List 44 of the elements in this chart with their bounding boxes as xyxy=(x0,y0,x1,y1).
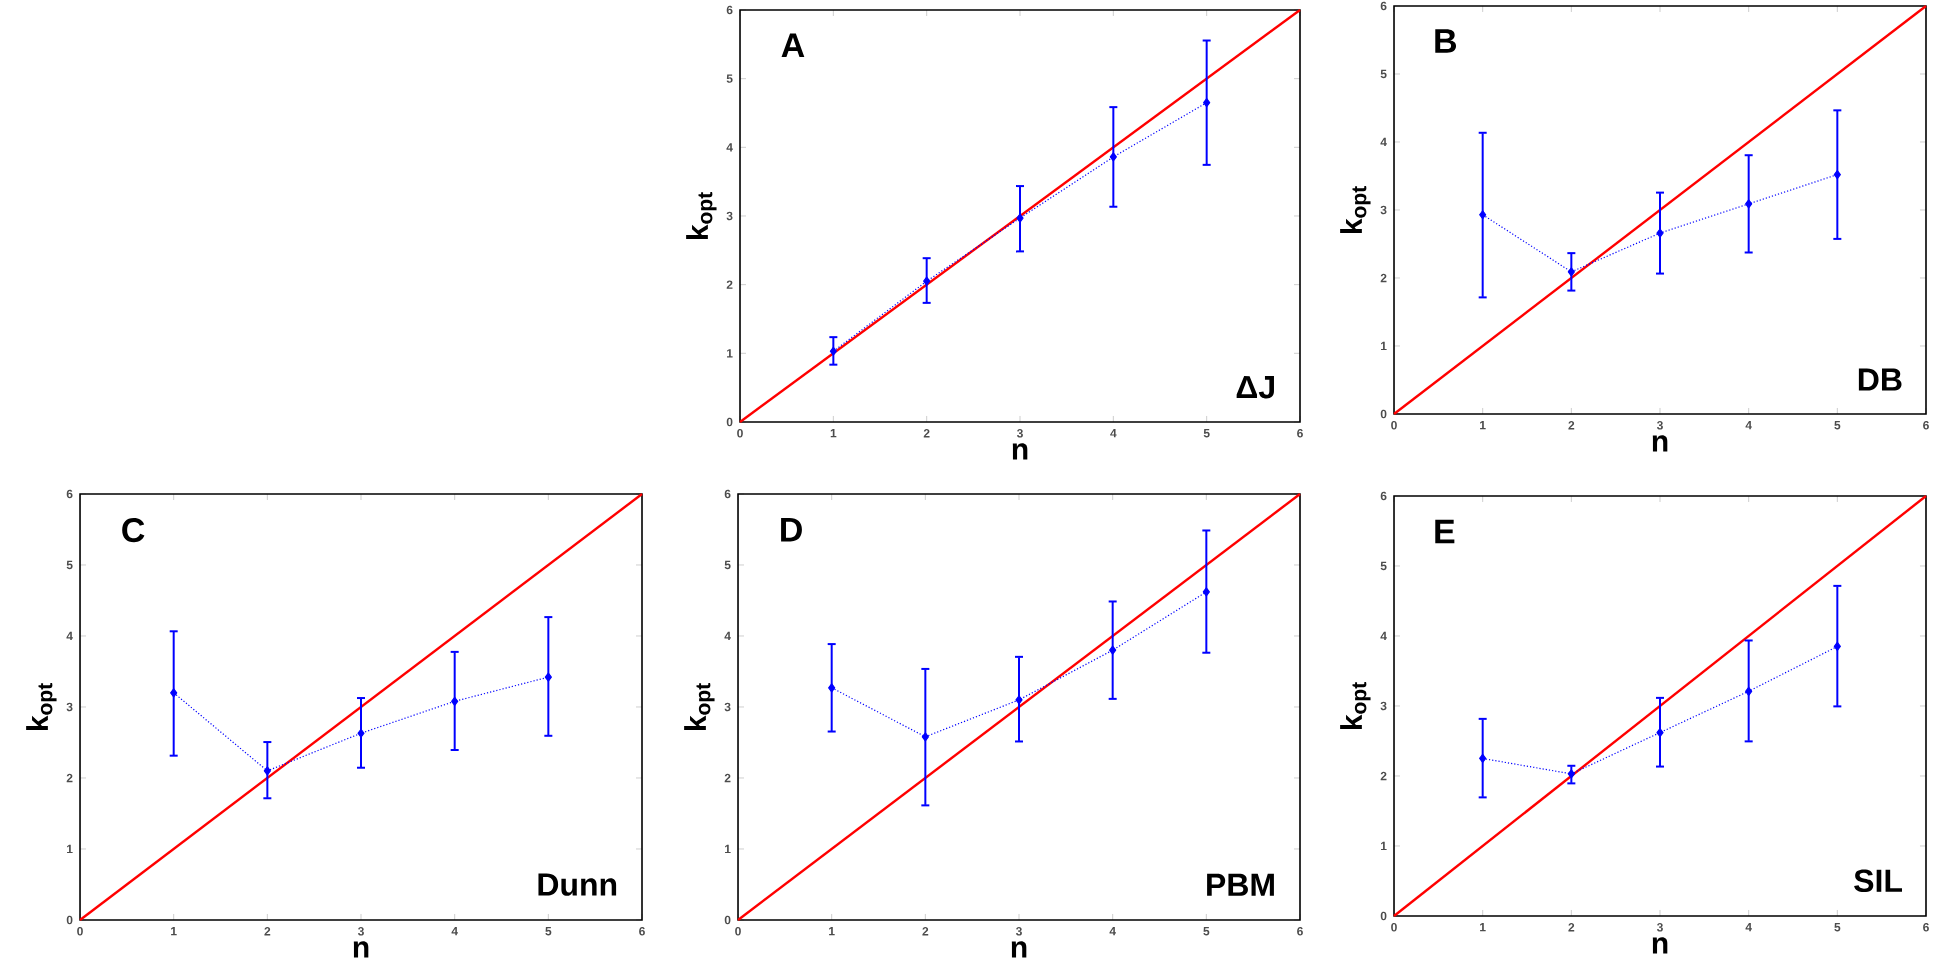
point xyxy=(1479,753,1487,764)
y-axis-title: k$_{opt}$ xyxy=(686,192,717,240)
annotation: SIL xyxy=(1854,869,1902,893)
point xyxy=(170,688,178,698)
y-axis-title: k$_{opt}$ xyxy=(1340,682,1371,730)
y-axis-title: k$_{opt}$ xyxy=(1340,186,1371,234)
point xyxy=(1833,170,1841,180)
point xyxy=(1833,641,1841,652)
text: E xyxy=(1435,519,1455,544)
x-axis-title: n xyxy=(1652,937,1668,954)
point xyxy=(1109,645,1117,655)
point xyxy=(544,672,552,682)
x-axis-title: n xyxy=(1652,435,1668,452)
point xyxy=(1202,587,1210,597)
point xyxy=(1479,210,1487,220)
text: D xyxy=(781,518,802,542)
annotation: ΔJ xyxy=(1236,376,1274,399)
point xyxy=(1567,769,1575,779)
annotation: Dunn xyxy=(538,873,617,896)
annotation: PBM xyxy=(1207,873,1274,896)
annotation: DB xyxy=(1858,368,1902,391)
point xyxy=(1656,228,1664,238)
point xyxy=(1015,695,1023,705)
point xyxy=(263,766,271,776)
x-axis-title: n xyxy=(353,941,369,958)
point xyxy=(829,346,837,356)
y-axis-title: k$_{opt}$ xyxy=(26,683,57,731)
text: B xyxy=(1435,29,1457,53)
text: A xyxy=(781,33,805,57)
point xyxy=(357,728,365,738)
point xyxy=(1567,267,1575,277)
x-axis-title: n xyxy=(1011,941,1027,958)
x-axis-title: n xyxy=(1012,443,1028,460)
point xyxy=(1745,199,1753,209)
point xyxy=(451,696,459,706)
point xyxy=(828,683,836,693)
point xyxy=(923,276,931,286)
point xyxy=(1109,152,1117,162)
text: C xyxy=(122,518,145,543)
point xyxy=(1203,98,1211,108)
point xyxy=(1745,686,1753,696)
y-axis-title: k$_{opt}$ xyxy=(684,683,715,731)
point xyxy=(1016,213,1024,223)
point xyxy=(921,732,929,742)
